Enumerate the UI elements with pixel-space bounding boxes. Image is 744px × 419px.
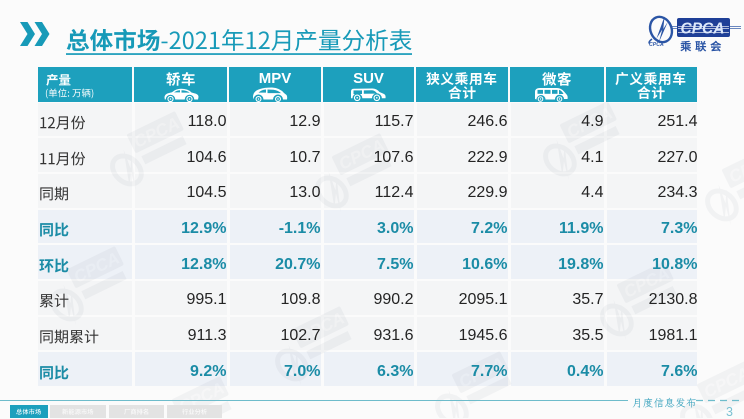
svg-text:CPCA: CPCA <box>649 42 664 48</box>
svg-text:CPCA: CPCA <box>681 21 725 38</box>
